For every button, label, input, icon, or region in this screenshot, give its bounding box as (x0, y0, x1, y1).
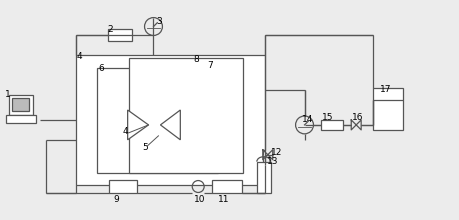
Bar (372, 88, 402, 130)
Bar (321, 120, 342, 130)
Text: 4: 4 (123, 127, 128, 136)
Text: 10: 10 (194, 195, 205, 204)
Bar (129, 58, 242, 173)
Bar (256, 162, 270, 193)
Bar (108, 180, 136, 193)
Bar (97, 68, 218, 173)
Text: 5: 5 (142, 143, 148, 152)
Text: 11: 11 (218, 195, 229, 204)
Text: 14: 14 (301, 115, 312, 124)
Bar (212, 180, 241, 193)
Text: 15: 15 (322, 113, 333, 122)
Text: 17: 17 (379, 85, 391, 94)
Bar (12, 98, 29, 111)
Bar (76, 55, 264, 185)
Text: 8: 8 (193, 55, 199, 64)
Text: 2: 2 (107, 25, 113, 33)
Bar (9, 95, 33, 115)
Text: 3: 3 (156, 16, 162, 26)
Text: 13: 13 (266, 157, 278, 166)
Bar (6, 115, 36, 123)
Polygon shape (128, 110, 148, 140)
Text: 12: 12 (270, 148, 281, 157)
Text: 1: 1 (6, 90, 11, 99)
Bar (107, 29, 131, 41)
Polygon shape (160, 110, 180, 140)
Text: 7: 7 (207, 61, 213, 70)
Text: 4: 4 (77, 52, 83, 61)
Text: 16: 16 (352, 113, 363, 122)
Text: 9: 9 (113, 195, 119, 204)
Text: 6: 6 (99, 64, 104, 73)
